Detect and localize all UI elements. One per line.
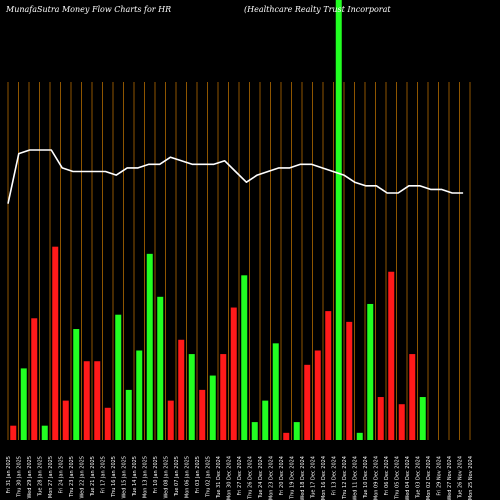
x-tick-label: Mon 27 Jan 2025 bbox=[48, 456, 54, 498]
money-flow-bar bbox=[283, 432, 290, 440]
x-tick-label: Thu 23 Jan 2025 bbox=[69, 456, 75, 498]
money-flow-bar bbox=[388, 271, 395, 440]
x-tick-label: Wed 15 Jan 2025 bbox=[122, 456, 128, 498]
x-tick-label: Mon 25 Nov 2024 bbox=[468, 456, 474, 500]
x-tick-label: Wed 29 Jan 2025 bbox=[27, 456, 33, 498]
money-flow-bar bbox=[146, 253, 153, 440]
money-flow-bar bbox=[83, 361, 90, 440]
money-flow-bar bbox=[335, 0, 342, 440]
money-flow-bar bbox=[73, 329, 80, 440]
money-flow-bar bbox=[230, 307, 237, 440]
x-tick-label: Mon 09 Dec 2024 bbox=[374, 456, 380, 500]
money-flow-bar bbox=[94, 361, 101, 440]
money-flow-bar bbox=[199, 389, 206, 440]
x-tick-label: Thu 19 Dec 2024 bbox=[290, 456, 296, 500]
money-flow-bar bbox=[419, 397, 426, 440]
x-tick-label: Fri 03 Jan 2025 bbox=[195, 456, 201, 494]
money-flow-bar bbox=[188, 354, 195, 440]
money-flow-bar bbox=[398, 404, 405, 440]
money-flow-bar bbox=[356, 432, 363, 440]
money-flow-bar bbox=[251, 422, 258, 440]
money-flow-bar bbox=[178, 339, 185, 440]
money-flow-bar bbox=[209, 375, 216, 440]
money-flow-bar bbox=[104, 407, 111, 440]
x-tick-label: Mon 16 Dec 2024 bbox=[321, 456, 327, 500]
x-tick-label: Wed 18 Dec 2024 bbox=[300, 456, 306, 500]
x-tick-label: Fri 29 Nov 2024 bbox=[437, 456, 443, 496]
money-flow-bar bbox=[20, 368, 27, 440]
x-tick-label: Thu 30 Jan 2025 bbox=[17, 456, 23, 498]
money-flow-bar bbox=[115, 314, 122, 440]
x-tick-labels: Fri 31 Jan 2025 Thu 30 Jan 2025 Wed 29 Jan… bbox=[6, 456, 474, 500]
x-tick-label: Tue 28 Jan 2025 bbox=[38, 456, 44, 497]
chart-subtitle: (Healthcare Realty Trust Incorporat bbox=[244, 5, 391, 14]
x-tick-label: Tue 03 Dec 2024 bbox=[416, 456, 422, 499]
money-flow-bar bbox=[262, 400, 269, 440]
money-flow-bar bbox=[52, 246, 59, 440]
price-line-layer bbox=[7, 149, 464, 204]
x-tick-label: Mon 06 Jan 2025 bbox=[185, 456, 191, 498]
x-tick-label: Wed 27 Nov 2024 bbox=[447, 456, 453, 500]
money-flow-bar bbox=[157, 296, 164, 440]
x-tick-label: Thu 26 Dec 2024 bbox=[248, 456, 254, 500]
x-tick-label: Fri 17 Jan 2025 bbox=[101, 456, 107, 494]
x-tick-label: Fri 13 Dec 2024 bbox=[332, 456, 338, 496]
price-line bbox=[7, 149, 464, 204]
x-tick-label: Tue 07 Jan 2025 bbox=[174, 456, 180, 497]
money-flow-bar bbox=[346, 321, 353, 440]
x-tick-label: Tue 10 Dec 2024 bbox=[363, 456, 369, 499]
money-flow-bar bbox=[41, 425, 48, 440]
x-tick-label: Tue 26 Nov 2024 bbox=[458, 456, 464, 499]
money-flow-bar bbox=[125, 389, 132, 440]
money-flow-bar bbox=[377, 397, 384, 440]
money-flow-bar bbox=[10, 425, 17, 440]
money-flow-bar bbox=[136, 350, 143, 440]
x-tick-label: Mon 02 Dec 2024 bbox=[426, 456, 432, 500]
money-flow-bar bbox=[293, 422, 300, 440]
x-tick-label: Wed 22 Jan 2025 bbox=[80, 456, 86, 498]
x-tick-label: Mon 30 Dec 2024 bbox=[227, 456, 233, 500]
money-flow-bar bbox=[325, 311, 332, 440]
money-flow-bar bbox=[409, 354, 416, 440]
money-flow-bar bbox=[367, 303, 374, 440]
money-flow-bar bbox=[220, 354, 227, 440]
money-flow-bar bbox=[31, 318, 38, 440]
money-flow-bars bbox=[10, 0, 426, 440]
x-tick-label: Fri 20 Dec 2024 bbox=[279, 456, 285, 496]
x-tick-label: Wed 08 Jan 2025 bbox=[164, 456, 170, 498]
x-tick-label: Thu 16 Jan 2025 bbox=[111, 456, 117, 498]
x-tick-label: Fri 31 Jan 2025 bbox=[6, 456, 12, 494]
money-flow-bar bbox=[241, 275, 248, 440]
x-tick-label: Thu 05 Dec 2024 bbox=[395, 456, 401, 500]
x-tick-label: Mon 23 Dec 2024 bbox=[269, 456, 275, 500]
x-tick-label: Tue 14 Jan 2025 bbox=[132, 456, 138, 497]
money-flow-bar bbox=[304, 364, 311, 440]
grid-lines bbox=[7, 82, 471, 440]
x-tick-label: Tue 17 Dec 2024 bbox=[311, 456, 317, 499]
money-flow-bar bbox=[62, 400, 69, 440]
x-tick-label: Wed 04 Dec 2024 bbox=[405, 456, 411, 500]
x-tick-label: Wed 11 Dec 2024 bbox=[353, 456, 359, 500]
money-flow-bar bbox=[314, 350, 321, 440]
x-tick-label: Fri 10 Jan 2025 bbox=[153, 456, 159, 494]
chart-title: MunafaSutra Money Flow Charts for HR bbox=[5, 5, 171, 14]
x-tick-label: Thu 02 Jan 2025 bbox=[206, 456, 212, 498]
x-tick-label: Thu 12 Dec 2024 bbox=[342, 456, 348, 500]
x-tick-label: Fri 24 Jan 2025 bbox=[59, 456, 65, 494]
x-tick-label: Tue 21 Jan 2025 bbox=[90, 456, 96, 497]
money-flow-bar bbox=[272, 343, 279, 440]
x-tick-label: Mon 13 Jan 2025 bbox=[143, 456, 149, 498]
x-tick-label: Tue 24 Dec 2024 bbox=[258, 456, 264, 499]
x-tick-label: Tue 31 Dec 2024 bbox=[216, 456, 222, 499]
money-flow-bar bbox=[167, 400, 174, 440]
x-tick-label: Fri 06 Dec 2024 bbox=[384, 456, 390, 496]
x-tick-label: Fri 27 Dec 2024 bbox=[237, 456, 243, 496]
